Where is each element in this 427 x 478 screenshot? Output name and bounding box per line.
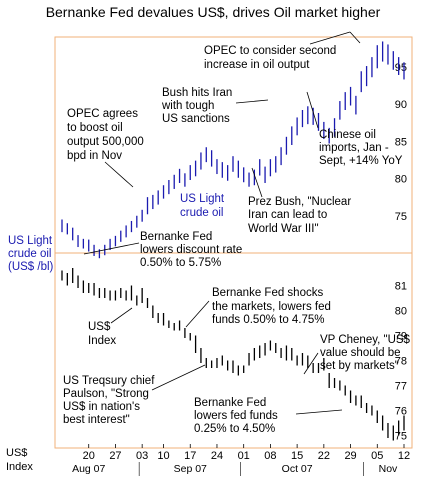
usd-axis-title-1: US$ (6, 447, 27, 459)
callout-fed-shocks (185, 300, 210, 328)
x-tick-label: 22 (318, 450, 330, 462)
callout-bush-iran (235, 99, 269, 104)
svg-text:US$ in nation's: US$ in nation's (63, 401, 140, 413)
usd-y-tick-label: 75 (395, 431, 407, 443)
svg-text:Bernanke Fed: Bernanke Fed (194, 397, 266, 409)
svg-text:value should be: value should be (320, 347, 401, 359)
annotation-opec-second: OPEC to consider second increase in oil … (204, 45, 336, 71)
x-tick-label: 01 (238, 450, 250, 462)
svg-text:0.50% to 5.75%: 0.50% to 5.75% (140, 257, 221, 269)
oil-axis-title-1: US Light (8, 235, 53, 247)
svg-text:Bush hits Iran: Bush hits Iran (162, 87, 232, 99)
svg-text:Prez Bush, "Nuclear: Prez Bush, "Nuclear (248, 196, 351, 208)
callout-lines (83, 31, 361, 415)
oil-y-tick-label: 80 (395, 174, 407, 186)
x-month-label: Sep 07 (174, 463, 207, 475)
svg-text:imports, Jan -: imports, Jan - (319, 142, 389, 154)
annotation-fed-shocks: Bernanke Fed shocks the markets, lowers … (212, 287, 331, 326)
x-tick-label: 12 (398, 450, 410, 462)
svg-text:lowers fed funds: lowers fed funds (194, 410, 278, 422)
x-tick-label: 20 (83, 450, 95, 462)
x-month-label: Nov (379, 463, 398, 475)
oil-y-tick-label: 90 (395, 99, 407, 111)
callout-opec-boost (104, 161, 134, 188)
callout-opec-second (309, 31, 351, 45)
svg-text:set by markets": set by markets" (320, 360, 399, 372)
usd-y-ticks: 75 76 77 78 79 80 81 (395, 281, 407, 443)
svg-text:US Treqsury chief: US Treqsury chief (63, 375, 155, 387)
usd-series-label-2: Index (88, 335, 116, 347)
svg-text:output 500,000: output 500,000 (67, 136, 144, 148)
svg-text:Iran can lead to: Iran can lead to (248, 209, 327, 221)
svg-text:lowers discount rate: lowers discount rate (140, 244, 242, 256)
annotation-paulson: US Treqsury chief Paulson, "Strong US$ i… (63, 375, 155, 426)
svg-text:to boost oil: to boost oil (67, 122, 123, 134)
x-month-label: Oct 07 (282, 463, 313, 475)
usd-axis-title-2: Index (6, 461, 33, 473)
annotation-bush-iran: Bush hits Iran with tough US sanctions (161, 87, 232, 125)
annotation-fed-funds: Bernanke Fed lowers fed funds 0.25% to 4… (194, 397, 278, 435)
callout-usd-index (110, 307, 133, 324)
svg-text:World War III": World War III" (248, 223, 319, 235)
svg-text:Sept, +14% YoY: Sept, +14% YoY (319, 155, 403, 167)
usd-panel-frame (54, 252, 413, 449)
svg-text:increase in oil output: increase in oil output (204, 59, 310, 71)
oil-y-tick-label: 95 (395, 62, 407, 74)
callout-opec-second-2 (349, 31, 361, 44)
svg-text:US sanctions: US sanctions (162, 113, 230, 125)
callout-fed-discount (83, 242, 140, 255)
callout-prez-bush (251, 167, 263, 198)
x-tick-label: 24 (211, 450, 223, 462)
x-tick-label: 17 (184, 450, 196, 462)
x-tick-label: 03 (136, 450, 148, 462)
oil-axis-title-3: (US$ /bl) (8, 261, 54, 273)
x-tick-label: 05 (371, 450, 383, 462)
svg-text:OPEC agrees: OPEC agrees (67, 108, 138, 120)
svg-text:best interest": best interest" (63, 414, 130, 426)
usd-y-tick-label: 81 (395, 281, 407, 293)
callout-chinese-oil (306, 91, 319, 129)
usd-y-tick-label: 79 (395, 331, 407, 343)
usd-y-tick-label: 80 (395, 306, 407, 318)
callout-paulson (151, 364, 206, 391)
annotation-prez-bush: Prez Bush, "Nuclear Iran can lead to Wor… (248, 196, 351, 235)
x-tick-label: 29 (344, 450, 356, 462)
oil-series-label-2: crude oil (180, 207, 223, 219)
annotation-cheney: VP Cheney, "US$ value should be set by m… (320, 334, 411, 372)
callout-cheney (303, 352, 319, 375)
annotation-opec-boost: OPEC agrees to boost oil output 500,000 … (67, 108, 144, 162)
oil-series-label-1: US Light (180, 193, 225, 205)
oil-y-ticks: 75 80 85 90 95 (395, 62, 407, 223)
oil-y-tick-label: 75 (395, 211, 407, 223)
oil-axis-title-2: crude oil (8, 248, 51, 260)
usd-y-tick-label: 78 (395, 356, 407, 368)
svg-text:the markets, lowers fed: the markets, lowers fed (212, 301, 331, 313)
oil-y-tick-label: 85 (395, 136, 407, 148)
svg-text:OPEC to consider second: OPEC to consider second (204, 45, 336, 57)
annotation-chinese-oil: Chinese oil imports, Jan - Sept, +14% Yo… (319, 129, 403, 167)
usd-series-label-1: US$ (88, 321, 111, 333)
svg-text:Chinese oil: Chinese oil (319, 129, 376, 141)
x-tick-label: 27 (109, 450, 121, 462)
chart-title: Bernanke Fed devalues US$, drives Oil ma… (46, 4, 381, 20)
callout-fed-funds (295, 409, 343, 415)
svg-text:with tough: with tough (161, 100, 214, 112)
x-tick-label: 10 (157, 450, 169, 462)
x-axis: 20 27 03 10 17 24 01 08 15 22 29 05 12 Aug 07 Sep 07 Oc… (72, 444, 410, 476)
svg-text:0.25% to 4.50%: 0.25% to 4.50% (194, 423, 275, 435)
svg-text:Bernanke Fed: Bernanke Fed (140, 231, 212, 243)
svg-text:bpd in Nov: bpd in Nov (67, 150, 122, 162)
svg-text:VP Cheney, "US$: VP Cheney, "US$ (320, 334, 411, 346)
svg-text:Paulson, "Strong: Paulson, "Strong (63, 388, 149, 400)
x-tick-label: 08 (264, 450, 276, 462)
usd-y-tick-label: 76 (395, 406, 407, 418)
x-month-label: Aug 07 (72, 463, 105, 475)
svg-text:Bernanke Fed shocks: Bernanke Fed shocks (212, 287, 323, 299)
usd-y-tick-label: 77 (395, 381, 407, 393)
x-tick-label: 15 (291, 450, 303, 462)
usd-series (61, 268, 405, 441)
svg-text:funds 0.50% to 4.75%: funds 0.50% to 4.75% (212, 314, 325, 326)
annotation-fed-discount: Bernanke Fed lowers discount rate 0.50% … (140, 231, 242, 269)
